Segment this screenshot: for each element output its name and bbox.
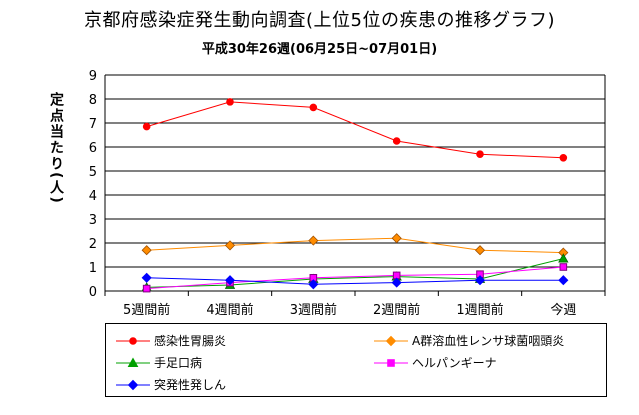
x-tick-label: 2週間前 — [373, 302, 420, 318]
y-tick-label: 6 — [89, 141, 97, 156]
y-tick-label: 1 — [89, 261, 97, 276]
legend-item: ヘルパンギーナ — [374, 354, 497, 371]
y-tick-label: 7 — [89, 117, 97, 132]
series-1-point — [559, 154, 568, 162]
series-2-point — [308, 235, 319, 246]
series-4-point — [559, 263, 568, 271]
chart-subtitle: 平成30年26週(06月25日~07月01日) — [201, 42, 438, 57]
legend-label: 突発性発しん — [154, 378, 227, 392]
series-4-point — [142, 284, 151, 293]
series-2-point — [141, 245, 152, 256]
y-tick-label: 2 — [89, 237, 97, 252]
legend-item: A群溶血性レンサ球菌咽頭炎 — [374, 332, 564, 349]
x-tick-label: 1週間前 — [456, 302, 503, 318]
series-2-point — [474, 245, 486, 256]
series-5-point — [308, 279, 319, 290]
legend: 感染性胃腸炎 A群溶血性レンサ球菌咽頭炎手足口病 ヘルパンギーナ突発性発しん — [105, 323, 607, 397]
legend-swatch — [374, 358, 408, 367]
series-1-point — [226, 98, 234, 106]
series-5-point — [141, 272, 152, 283]
series-1-point — [142, 122, 151, 131]
legend-item: 突発性発しん — [116, 376, 226, 393]
series-5-point — [391, 277, 402, 288]
legend-swatch — [116, 336, 150, 345]
series-5-point — [474, 275, 486, 286]
legend-swatch — [116, 379, 150, 390]
x-tick-label: 3週間前 — [290, 302, 337, 318]
legend-swatch — [374, 335, 408, 346]
y-tick-label: 0 — [89, 285, 97, 300]
series-line-2 — [146, 237, 564, 254]
y-tick-label: 3 — [89, 213, 97, 228]
series-5-point — [558, 275, 569, 286]
series-2-point — [391, 233, 402, 244]
series-line-4 — [146, 266, 564, 290]
series-line-3 — [146, 258, 564, 288]
legend-label: A群溶血性レンサ球菌咽頭炎 — [412, 334, 565, 348]
series-2-point — [224, 240, 236, 251]
y-axis-label: 定点当たり(人) — [48, 92, 64, 205]
legend-swatch — [116, 356, 150, 367]
legend-item: 感染性胃腸炎 — [116, 332, 226, 349]
line-chart: 0 1 2 3 4 5 6 7 8 9 5週間前 4週間前 3週間前 2週間前 1週間前 今週 — [89, 69, 606, 318]
x-tick-label: 4週間前 — [206, 302, 253, 318]
series-1-point — [309, 103, 318, 112]
series-1-point — [476, 150, 484, 158]
series-3-point — [558, 253, 569, 263]
y-tick-label: 5 — [89, 165, 97, 180]
series-1-point — [392, 137, 401, 145]
y-tick-label: 8 — [89, 93, 97, 108]
series-5-point — [224, 275, 236, 286]
legend-item: 手足口病 — [116, 354, 202, 371]
legend-label: 手足口病 — [154, 356, 203, 370]
x-tick-label: 今週 — [550, 302, 576, 318]
legend-label: ヘルパンギーナ — [412, 356, 497, 370]
legend-label: 感染性胃腸炎 — [154, 334, 227, 348]
y-tick-label: 9 — [89, 69, 97, 84]
chart-title: 京都府感染症発生動向調査(上位5位の疾患の推移グラフ) — [84, 10, 555, 31]
series-line-1 — [146, 101, 564, 159]
x-tick-label: 5週間前 — [123, 302, 170, 318]
series-line-5 — [146, 277, 564, 285]
y-tick-label: 4 — [89, 189, 97, 204]
